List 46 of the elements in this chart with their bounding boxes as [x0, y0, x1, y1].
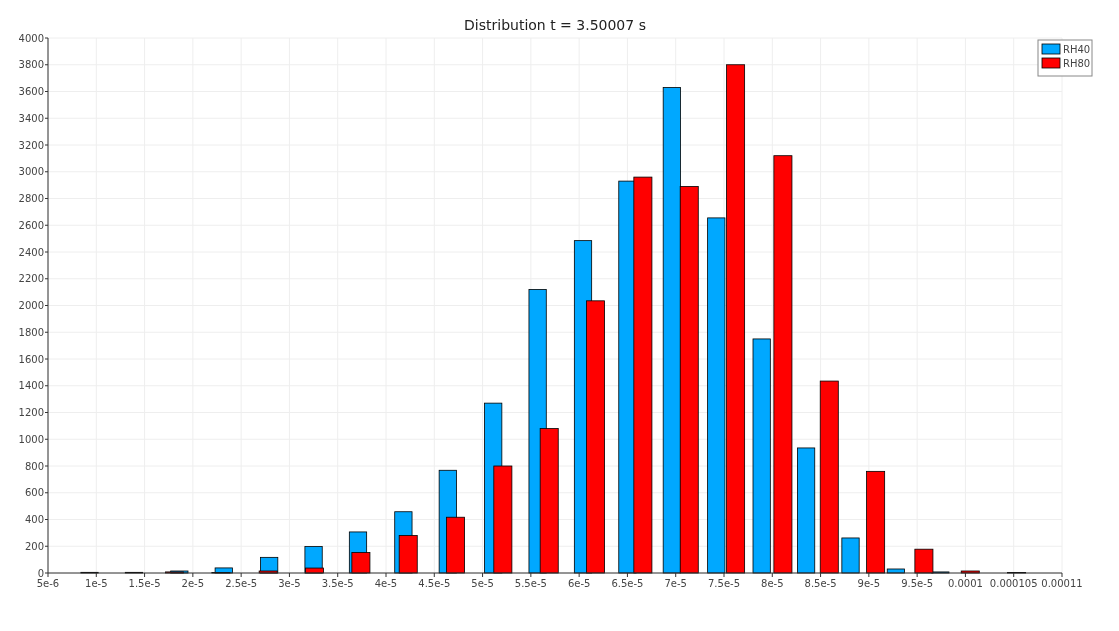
y-tick-label: 3200 [18, 139, 44, 151]
y-tick-label: 4000 [18, 32, 44, 44]
y-tick-label: 1800 [18, 326, 44, 338]
x-tick-label: 0.00011 [1041, 578, 1083, 589]
x-tick-label: 9e-5 [857, 578, 881, 589]
y-tick-label: 3400 [18, 112, 44, 124]
x-tick-label: 5e-5 [471, 578, 494, 589]
y-tick-label: 3800 [18, 59, 44, 71]
y-tick-label: 1000 [18, 433, 44, 445]
y-tick-label: 200 [24, 540, 44, 552]
y-tick-label: 2200 [18, 273, 44, 285]
x-tick-label: 6e-5 [567, 578, 591, 589]
x-tick-label: 2e-5 [181, 578, 205, 589]
x-tick-label: 1e-5 [85, 578, 108, 589]
chart-title: Distribution t = 3.50007 s [464, 17, 646, 33]
x-tick-label: 8e-5 [761, 578, 784, 589]
x-tick-label: 5e-6 [36, 578, 60, 589]
y-tick-label: 400 [24, 514, 44, 525]
y-tick-label: 1600 [18, 353, 44, 365]
x-tick-label: 3e-5 [278, 578, 301, 589]
x-tick-label: 7.5e-5 [707, 578, 741, 589]
y-tick-label: 2600 [18, 219, 44, 231]
x-tick-label: 2.5e-5 [225, 578, 258, 589]
x-tick-label: 3.5e-5 [321, 578, 354, 589]
x-tick-label: 7e-5 [664, 578, 687, 589]
y-tick-label: 2800 [18, 193, 44, 204]
x-tick-label: 6.5e-5 [611, 578, 644, 589]
legend-label: RH40 [1063, 44, 1091, 55]
y-tick-label: 0 [37, 567, 44, 579]
y-tick-label: 3600 [18, 86, 44, 97]
y-tick-label: 800 [24, 460, 44, 472]
y-tick-label: 2400 [18, 246, 44, 258]
x-tick-label: 0.000105 [989, 578, 1038, 589]
x-tick-label: 4e-5 [374, 578, 398, 589]
y-tick-label: 600 [24, 487, 44, 499]
x-tick-label: 8.5e-5 [804, 578, 837, 589]
x-tick-label: 5.5e-5 [514, 578, 547, 589]
x-tick-label: 1.5e-5 [128, 578, 161, 589]
x-tick-label: 9.5e-5 [901, 578, 934, 589]
x-tick-label: 0.0001 [947, 578, 983, 589]
y-tick-label: 2000 [18, 300, 44, 311]
y-tick-label: 1200 [18, 407, 44, 418]
y-tick-label: 1400 [18, 380, 44, 392]
legend-label: RH80 [1063, 58, 1091, 69]
x-tick-label: 4.5e-5 [418, 578, 451, 589]
y-tick-label: 3000 [18, 166, 44, 178]
